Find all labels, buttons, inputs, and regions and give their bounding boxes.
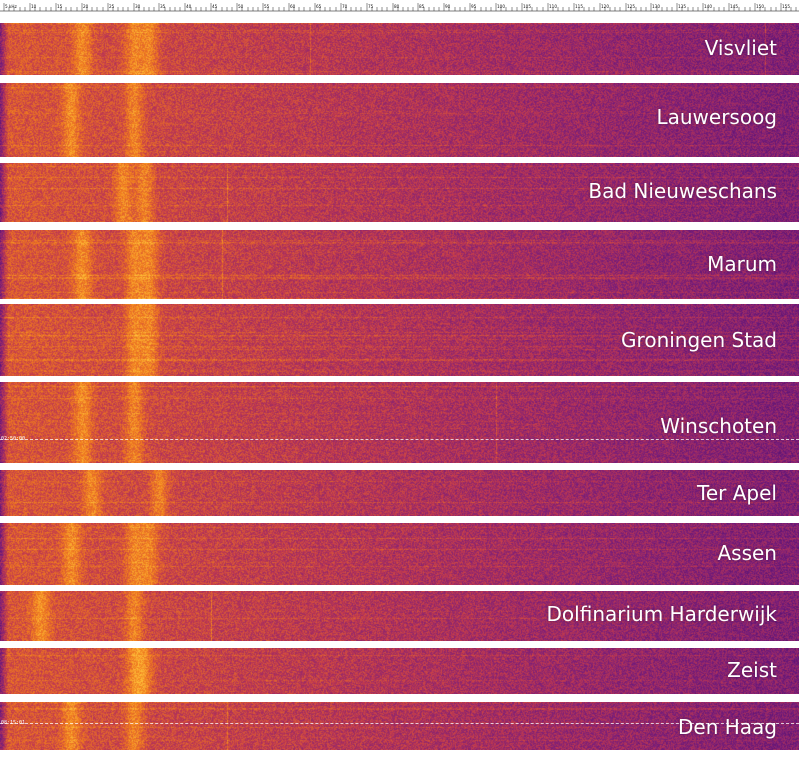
axis-tick-label: 30 xyxy=(135,4,141,9)
axis-tick-label: 75 xyxy=(368,4,374,9)
spectrogram-panel: Den Haag 08:15:01 xyxy=(0,702,799,750)
spectrogram-panel: Marum xyxy=(0,230,799,299)
axis-tick-label: 65 xyxy=(316,4,322,9)
axis-tick-label: 115 xyxy=(575,4,583,9)
spectrogram-panel: Ter Apel xyxy=(0,470,799,516)
timestamp-marker-line xyxy=(0,439,799,440)
spectrogram-heatmap xyxy=(0,304,799,376)
spectrogram-heatmap xyxy=(0,523,799,585)
axis-tick-label: 100 xyxy=(497,4,505,9)
location-label: Den Haag xyxy=(678,715,777,739)
location-label: Zeist xyxy=(727,658,777,682)
timestamp-label: 08:15:01 xyxy=(1,720,26,726)
location-label: Groningen Stad xyxy=(621,328,777,352)
axis-tick-label: 105 xyxy=(523,4,531,9)
axis-tick-label: 5 kHz xyxy=(5,4,18,9)
axis-tick-label: 20 xyxy=(83,4,89,9)
axis-tick-label: 135 xyxy=(678,4,686,9)
location-label: Lauwersoog xyxy=(656,105,777,129)
axis-tick-label: 35 xyxy=(160,4,166,9)
spectrogram-heatmap xyxy=(0,470,799,516)
location-label: Marum xyxy=(707,252,777,276)
spectrogram-heatmap xyxy=(0,163,799,222)
spectrogram-panel: Bad Nieuweschans xyxy=(0,163,799,222)
spectrogram-heatmap xyxy=(0,83,799,157)
axis-tick-label: 70 xyxy=(342,4,348,9)
spectrogram-heatmap xyxy=(0,382,799,463)
spectrogram-panel: Visvliet xyxy=(0,23,799,75)
axis-tick-label: 120 xyxy=(601,4,609,9)
axis-tick-label: 150 xyxy=(756,4,764,9)
location-label: Dolfinarium Harderwijk xyxy=(546,602,777,626)
axis-tick-label: 130 xyxy=(652,4,660,9)
timestamp-label: 02:50:00 xyxy=(1,436,26,442)
axis-tick-label: 155 xyxy=(782,4,790,9)
frequency-axis-svg: 5 kHz 10 15 20 25 30 35 40 45 50 55 60 65 70 75 80 85 90 9… xyxy=(0,3,799,12)
axis-tick-label: 145 xyxy=(730,4,738,9)
axis-tick-label: 80 xyxy=(394,4,400,9)
axis-tick-label: 140 xyxy=(704,4,712,9)
frequency-axis: 5 kHz 10 15 20 25 30 35 40 45 50 55 60 65 70 75 80 85 90 9… xyxy=(0,0,799,22)
spectrogram-heatmap xyxy=(0,702,799,750)
axis-tick-label: 50 xyxy=(238,4,244,9)
spectrogram-heatmap xyxy=(0,230,799,299)
spectrogram-heatmap xyxy=(0,23,799,75)
axis-tick-label: 10 xyxy=(31,4,37,9)
spectrogram-panel: Winschoten 02:50:00 xyxy=(0,382,799,463)
axis-tick-label: 25 xyxy=(109,4,115,9)
axis-tick-label: 125 xyxy=(627,4,635,9)
axis-tick-label: 40 xyxy=(186,4,192,9)
spectrogram-heatmap xyxy=(0,648,799,694)
spectrogram-panel: Zeist xyxy=(0,648,799,694)
location-label: Bad Nieuweschans xyxy=(588,179,777,203)
location-label: Winschoten xyxy=(660,414,777,438)
location-label: Assen xyxy=(717,541,777,565)
axis-tick-label: 90 xyxy=(445,4,451,9)
location-label: Visvliet xyxy=(704,36,777,60)
spectrogram-heatmap xyxy=(0,591,799,641)
axis-tick-label: 110 xyxy=(549,4,557,9)
axis-tick-label: 45 xyxy=(212,4,218,9)
axis-tick-label: 60 xyxy=(290,4,296,9)
spectrogram-panel: Assen xyxy=(0,523,799,585)
axis-tick-label: 95 xyxy=(471,4,477,9)
spectrogram-panel: Groningen Stad xyxy=(0,304,799,376)
axis-tick-label: 55 xyxy=(264,4,270,9)
location-label: Ter Apel xyxy=(697,481,777,505)
axis-tick-label: 15 xyxy=(57,4,63,9)
spectrogram-panel: Dolfinarium Harderwijk xyxy=(0,591,799,641)
axis-tick-label: 85 xyxy=(419,4,425,9)
timestamp-marker-line xyxy=(0,723,799,724)
spectrogram-panel: Lauwersoog xyxy=(0,83,799,157)
